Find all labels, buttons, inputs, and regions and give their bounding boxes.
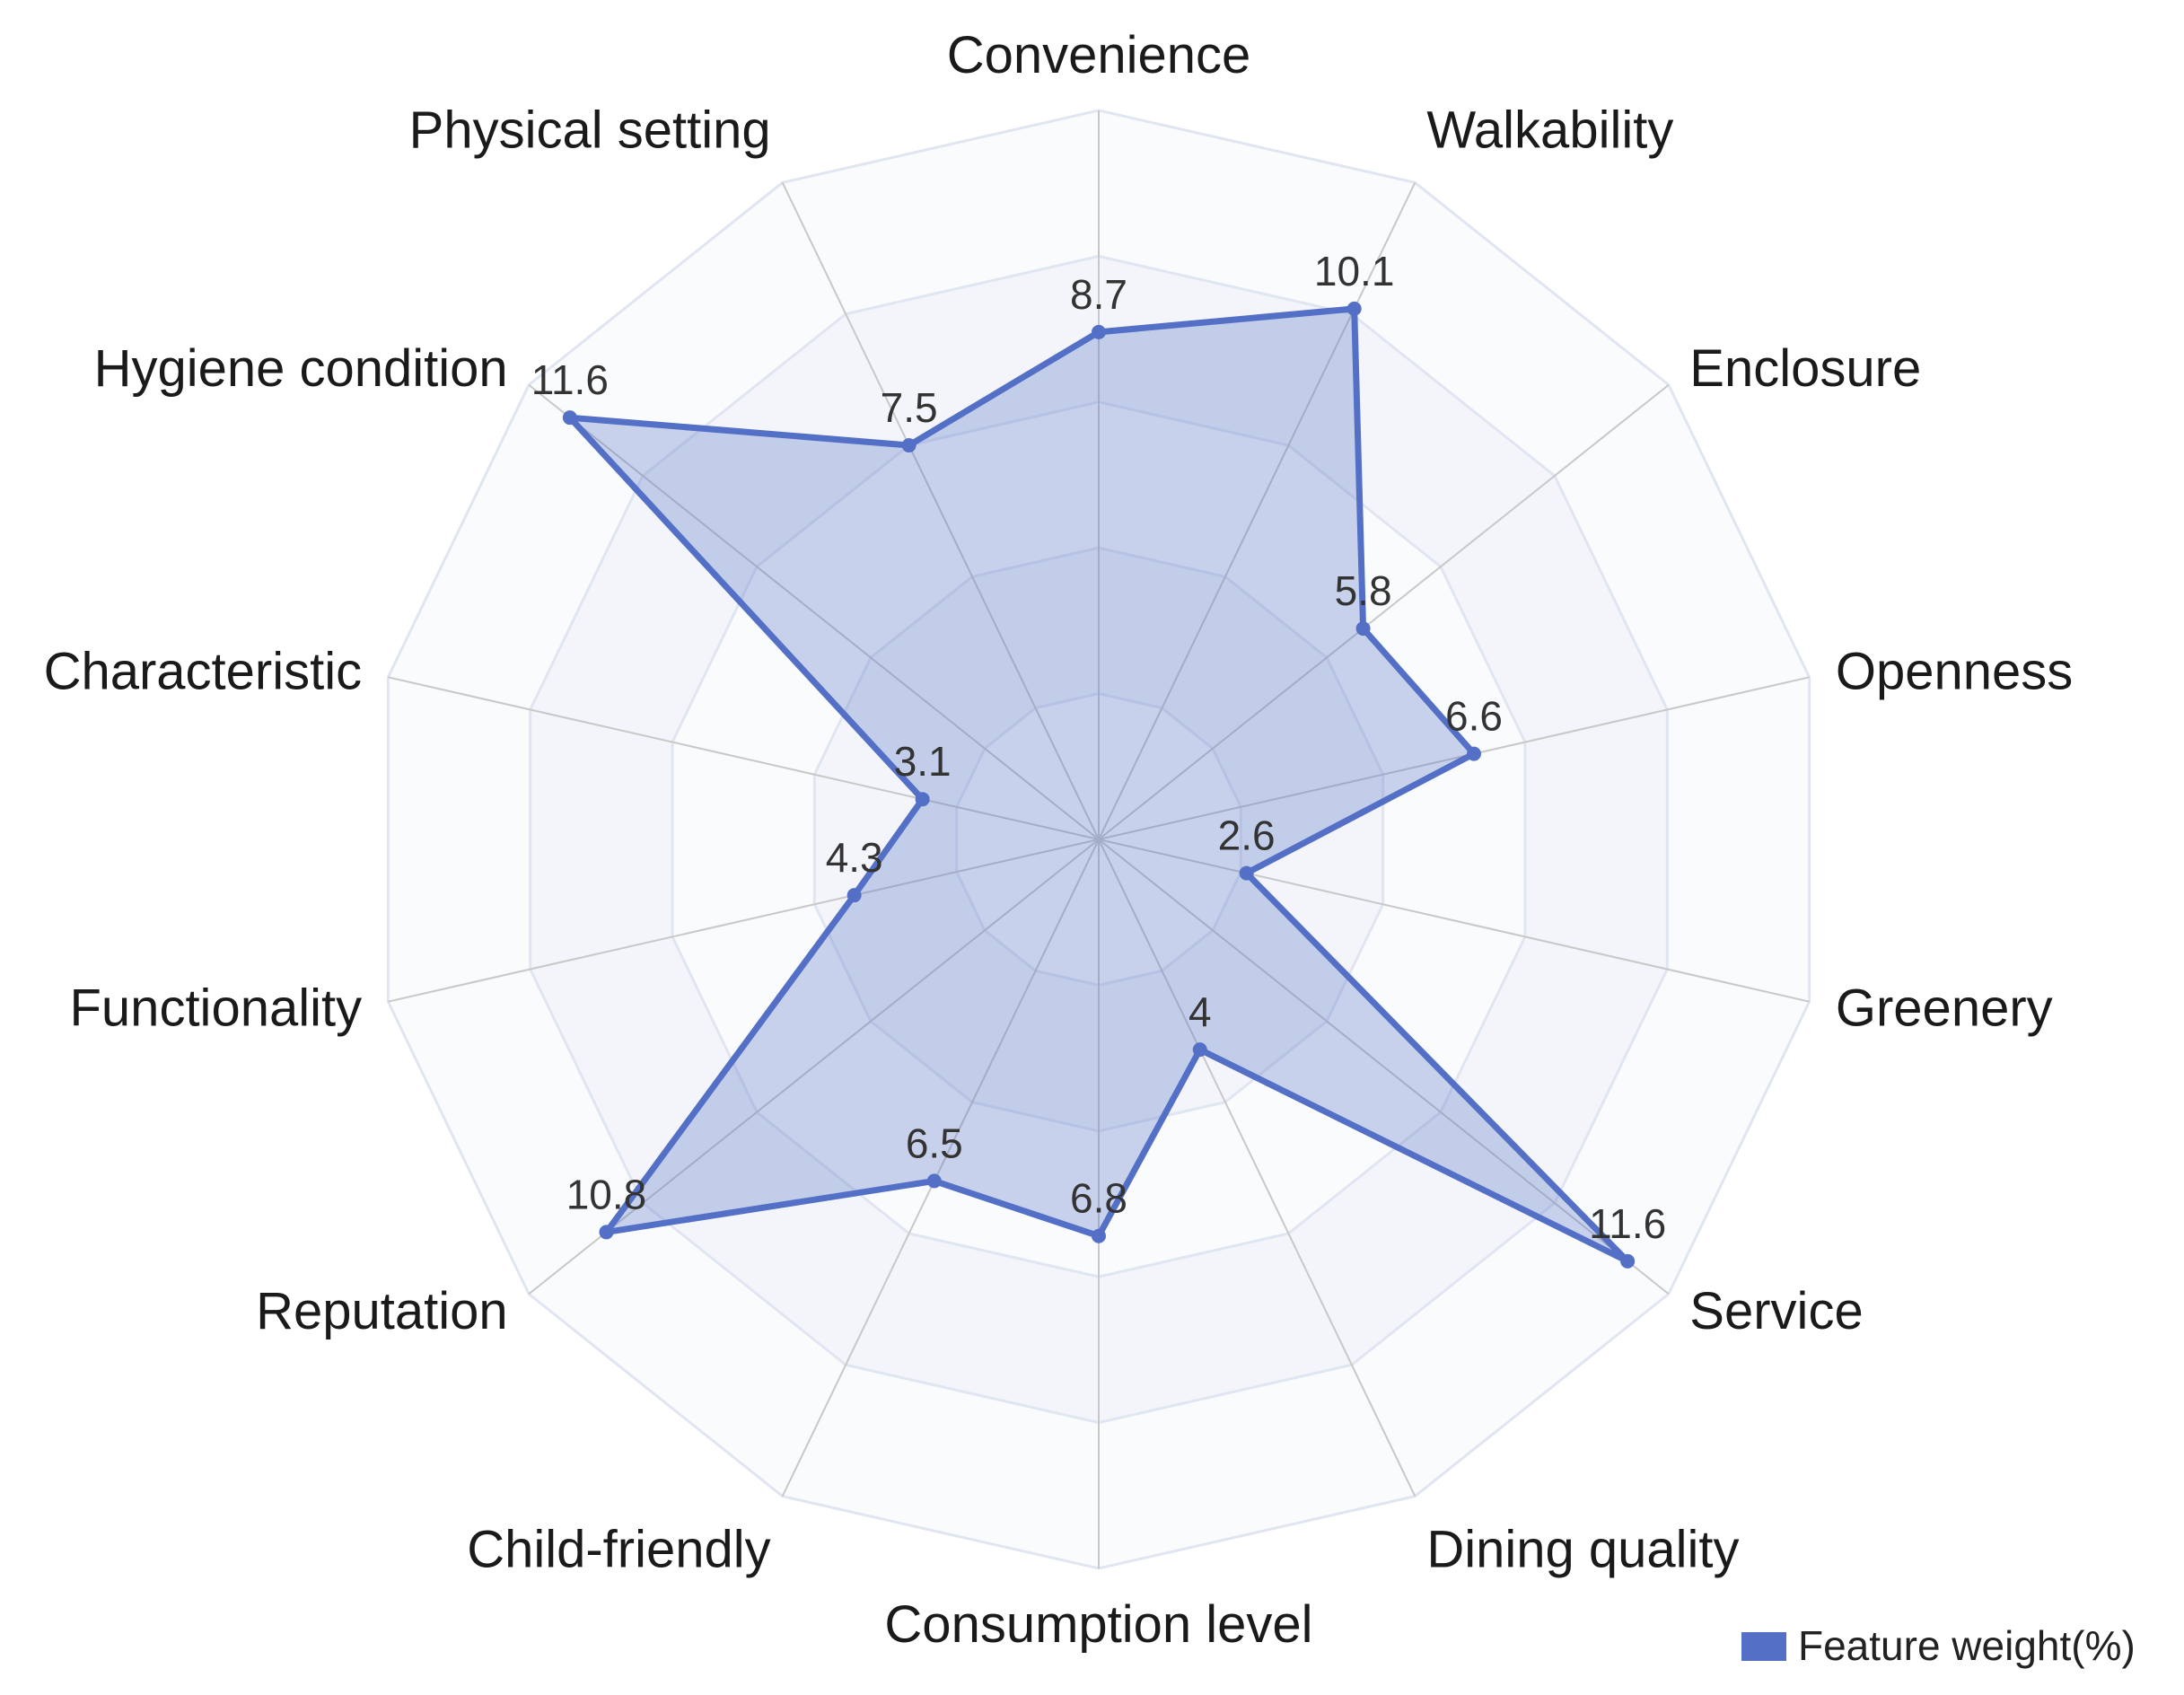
data-point[interactable]	[1620, 1253, 1636, 1269]
data-point[interactable]	[1466, 746, 1481, 761]
spoke-4	[1098, 839, 1810, 1003]
data-point[interactable]	[926, 1173, 942, 1189]
value-label: 7.5	[881, 384, 938, 431]
value-label: 11.6	[531, 356, 609, 403]
value-label: 6.6	[1445, 693, 1503, 740]
radar-spokes	[388, 110, 1810, 1568]
axis-label: Reputation	[256, 1282, 508, 1340]
axis-label: Characteristic	[44, 643, 363, 701]
value-label: 10.8	[566, 1171, 647, 1217]
axis-label: Walkability	[1426, 101, 1673, 159]
data-point[interactable]	[1092, 1228, 1106, 1243]
axis-label: Service	[1689, 1282, 1863, 1340]
data-point[interactable]	[1239, 865, 1254, 881]
spoke-11	[388, 676, 1100, 840]
value-label: 6.5	[906, 1120, 963, 1166]
value-label: 3.1	[894, 738, 952, 785]
spoke-9	[528, 839, 1100, 1295]
legend-swatch	[1741, 1632, 1786, 1661]
axis-label: Child-friendly	[467, 1521, 770, 1579]
spoke-8	[781, 839, 1100, 1497]
data-point[interactable]	[846, 888, 862, 903]
value-label: 5.8	[1335, 567, 1392, 614]
axis-label: Consumption level	[884, 1595, 1312, 1654]
value-label: 2.6	[1218, 812, 1276, 859]
data-point[interactable]	[901, 438, 917, 453]
value-label: 4	[1188, 988, 1212, 1035]
legend[interactable]: Feature weight(%)	[1741, 1622, 2136, 1669]
data-point[interactable]	[599, 1225, 614, 1240]
spoke-1	[1098, 181, 1417, 840]
axis-label: Enclosure	[1689, 339, 1921, 398]
spoke-6	[1098, 839, 1417, 1497]
axis-label: Physical setting	[409, 101, 771, 159]
data-point[interactable]	[1192, 1042, 1207, 1058]
axis-label: Greenery	[1836, 979, 2053, 1037]
spoke-12	[528, 383, 1100, 840]
radar-series: 8.7 10.1 5.8 6.6 2.6 11.6 4 6.8 6.5 10.8 4.3 3.1 11.…	[531, 248, 1666, 1269]
axis-label: Dining quality	[1426, 1521, 1739, 1579]
value-label: 4.3	[826, 834, 883, 881]
axis-label: Openness	[1836, 643, 2073, 701]
spoke-3	[1098, 676, 1810, 840]
data-point[interactable]	[915, 792, 930, 807]
legend-label: Feature weight(%)	[1798, 1622, 2136, 1669]
axis-label: Functionality	[70, 979, 363, 1037]
axis-label: Convenience	[947, 26, 1251, 84]
data-point[interactable]	[1092, 324, 1106, 339]
axis-label: Hygiene condition	[94, 339, 508, 398]
data-point[interactable]	[1355, 621, 1371, 637]
spoke-13	[781, 181, 1100, 840]
value-label: 10.1	[1314, 248, 1395, 294]
radar-axis-labels: Convenience Walkability Enclosure Openness G…	[44, 26, 2074, 1654]
data-point[interactable]	[1346, 301, 1362, 316]
value-label: 11.6	[1589, 1200, 1666, 1247]
spoke-10	[388, 839, 1100, 1003]
value-label: 6.8	[1070, 1175, 1127, 1222]
spoke-2	[1098, 383, 1670, 840]
value-label: 8.7	[1070, 271, 1127, 318]
data-point[interactable]	[562, 410, 577, 426]
spoke-5	[1098, 839, 1670, 1295]
